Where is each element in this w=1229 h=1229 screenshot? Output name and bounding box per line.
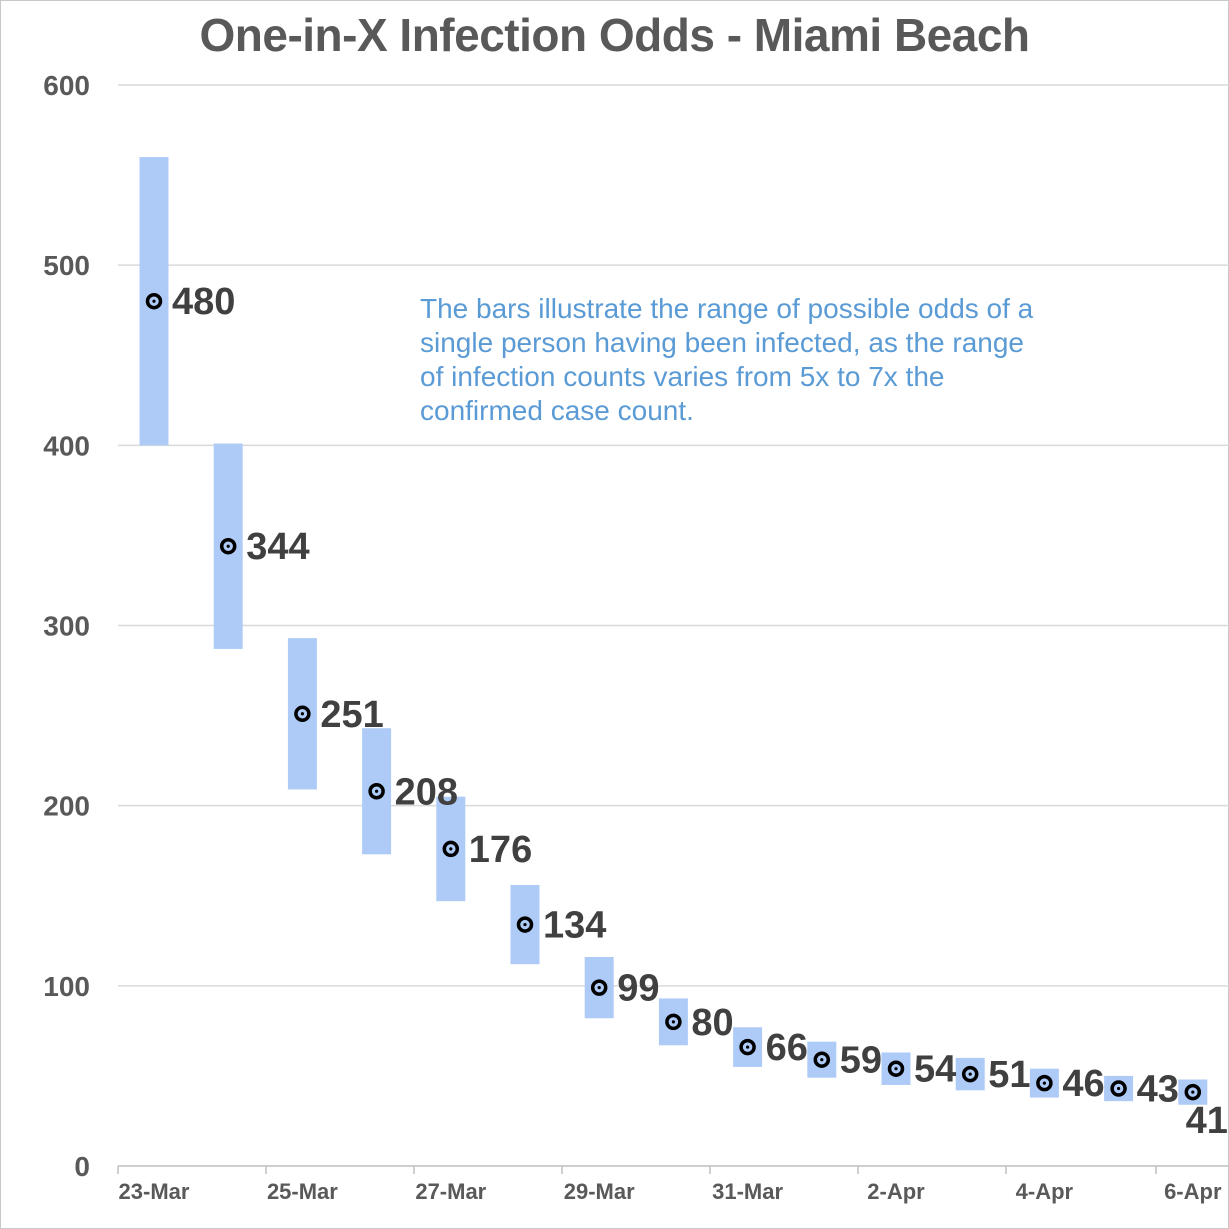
data-label: 41 <box>1186 1100 1228 1142</box>
value-marker <box>590 979 608 996</box>
value-marker-dot <box>968 1072 972 1076</box>
data-label: 134 <box>543 905 606 947</box>
x-tick-label: 2-Apr <box>867 1179 925 1204</box>
y-tick-label: 600 <box>43 70 90 101</box>
value-marker <box>516 916 534 933</box>
annotation-line: single person having been infected, as t… <box>420 327 1024 358</box>
value-marker <box>887 1060 905 1077</box>
y-tick-label: 0 <box>74 1151 90 1182</box>
x-axis-ticks: 23-Mar 25-Mar 27-Mar 29-Mar 31-Mar 2-Apr 4-Apr… <box>119 1179 1222 1204</box>
data-label: 59 <box>840 1040 882 1082</box>
value-marker <box>442 840 460 858</box>
y-tick-label: 200 <box>43 791 90 822</box>
data-label: 80 <box>691 1002 733 1044</box>
value-marker <box>219 537 237 555</box>
value-marker-dot <box>597 986 601 990</box>
value-marker <box>294 705 311 723</box>
value-marker <box>665 1013 682 1031</box>
y-tick-label: 100 <box>43 971 90 1002</box>
value-marker-dot <box>152 299 156 303</box>
y-axis-ticks: 0 100 200 300 400 500 600 <box>43 70 90 1182</box>
value-marker-dot <box>1117 1086 1121 1091</box>
value-marker <box>1110 1080 1127 1097</box>
data-label: 176 <box>469 829 532 871</box>
data-label: 66 <box>766 1027 808 1069</box>
value-markers <box>145 292 1202 1101</box>
value-marker-dot <box>226 544 230 548</box>
data-label: 43 <box>1137 1069 1179 1111</box>
value-marker <box>961 1065 979 1083</box>
data-label: 51 <box>988 1054 1030 1096</box>
value-marker-dot <box>1191 1090 1195 1094</box>
data-label: 54 <box>914 1049 956 1091</box>
x-tick-label: 27-Mar <box>415 1179 486 1204</box>
value-marker <box>368 783 385 800</box>
x-tick-label: 23-Mar <box>119 1179 190 1204</box>
annotation-line: of infection counts varies from 5x to 7x… <box>420 361 945 392</box>
data-label: 480 <box>172 281 235 323</box>
x-tick-label: 31-Mar <box>712 1179 783 1204</box>
x-tick-label: 25-Mar <box>267 1179 338 1204</box>
value-marker <box>1184 1083 1202 1101</box>
x-tick-label: 29-Mar <box>564 1179 635 1204</box>
value-marker-dot <box>1042 1081 1046 1085</box>
annotation-line: confirmed case count. <box>420 395 694 426</box>
data-label: 99 <box>617 968 659 1010</box>
data-label: 251 <box>320 694 383 736</box>
x-tick-label: 4-Apr <box>1016 1179 1074 1204</box>
data-label: 208 <box>395 771 458 813</box>
value-marker-dot <box>449 847 453 851</box>
value-marker-dot <box>820 1058 824 1062</box>
data-label: 46 <box>1062 1063 1104 1105</box>
y-tick-label: 400 <box>43 430 90 461</box>
value-marker-dot <box>746 1045 750 1049</box>
value-marker-dot <box>375 789 379 793</box>
value-marker <box>145 292 163 310</box>
value-marker-dot <box>894 1067 898 1071</box>
chart-title: One-in-X Infection Odds - Miami Beach <box>199 9 1030 61</box>
value-marker-dot <box>523 922 527 927</box>
gridlines <box>117 84 1229 1174</box>
chart-annotation: The bars illustrate the range of possibl… <box>420 292 1180 428</box>
y-tick-label: 500 <box>43 250 90 281</box>
value-marker <box>739 1038 756 1056</box>
value-marker <box>1036 1074 1053 1092</box>
value-marker-dot <box>671 1020 676 1024</box>
y-tick-label: 300 <box>43 611 90 642</box>
data-label: 344 <box>246 526 309 568</box>
x-tick-label: 6-Apr <box>1164 1179 1222 1204</box>
value-marker <box>813 1051 831 1068</box>
value-marker-dot <box>300 712 304 716</box>
annotation-line: The bars illustrate the range of possibl… <box>420 293 1034 324</box>
